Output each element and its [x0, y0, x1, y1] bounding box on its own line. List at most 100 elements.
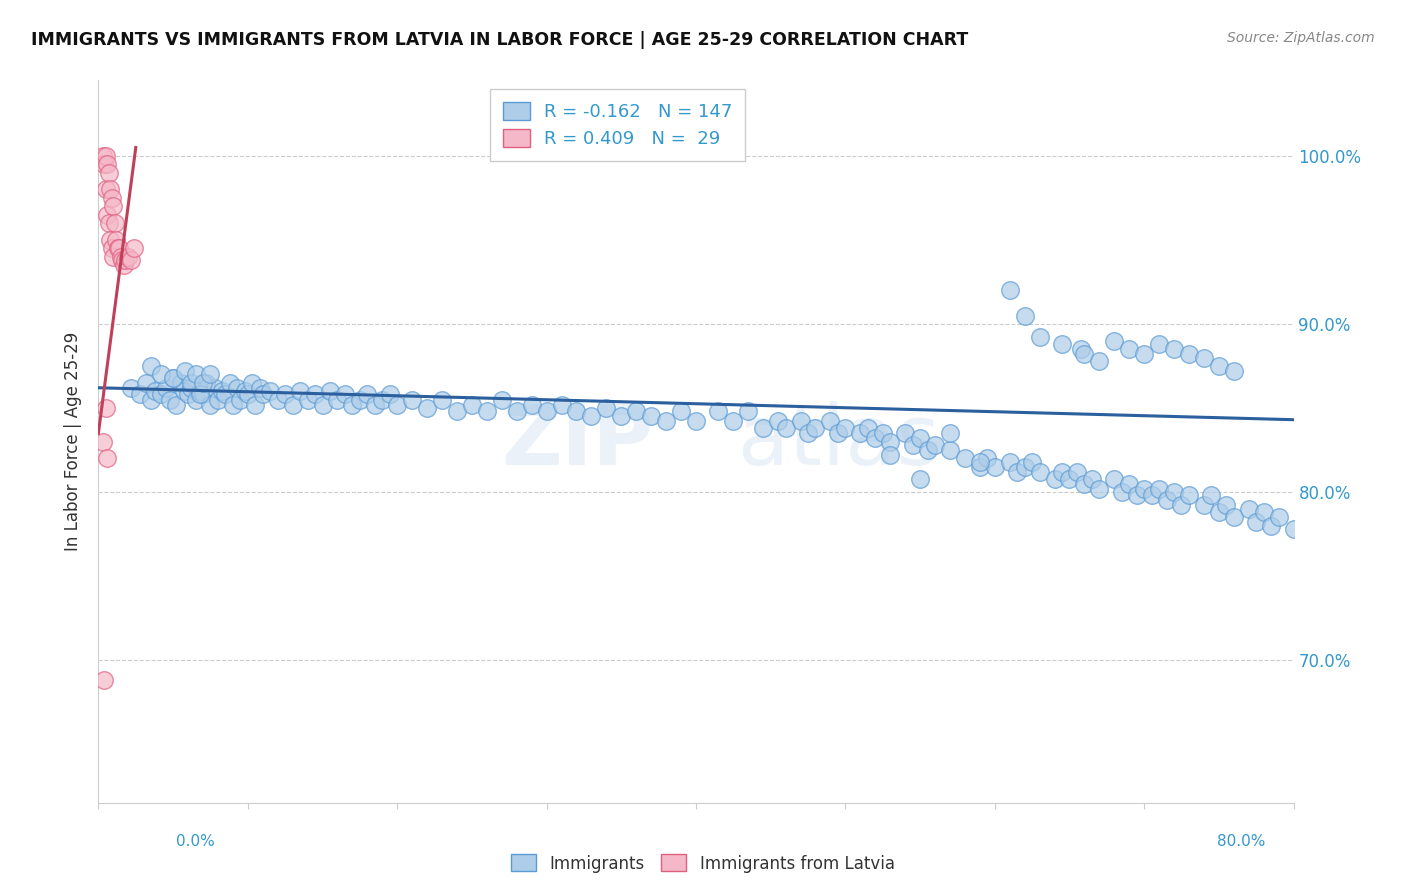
Point	[1223, 510, 1246, 524]
Point	[236, 387, 259, 401]
Point	[245, 398, 267, 412]
Point	[998, 455, 1021, 469]
Point	[91, 434, 114, 449]
Point	[326, 392, 349, 407]
Point	[191, 376, 214, 390]
Point	[226, 381, 249, 395]
Point	[976, 451, 998, 466]
Point	[159, 392, 181, 407]
Point	[1357, 522, 1379, 536]
Point	[114, 253, 136, 268]
Point	[1260, 518, 1282, 533]
Point	[98, 182, 122, 196]
Point	[1170, 499, 1192, 513]
Point	[117, 250, 139, 264]
Point	[200, 368, 222, 382]
Point	[1118, 342, 1140, 356]
Point	[150, 368, 173, 382]
Point	[865, 431, 887, 445]
Text: Source: ZipAtlas.com: Source: ZipAtlas.com	[1227, 31, 1375, 45]
Point	[879, 434, 901, 449]
Point	[565, 404, 588, 418]
Point	[177, 387, 200, 401]
Point	[1014, 309, 1036, 323]
Point	[1125, 488, 1147, 502]
Point	[917, 442, 939, 457]
Point	[1043, 471, 1066, 485]
Point	[378, 387, 401, 401]
Point	[281, 398, 304, 412]
Point	[416, 401, 439, 415]
Point	[1163, 485, 1185, 500]
Text: ZIP: ZIP	[502, 401, 654, 482]
Point	[1215, 499, 1237, 513]
Point	[97, 216, 120, 230]
Point	[1070, 342, 1092, 356]
Point	[834, 421, 856, 435]
Point	[520, 398, 543, 412]
Point	[93, 673, 115, 687]
Point	[110, 250, 132, 264]
Point	[1208, 505, 1230, 519]
Point	[1147, 482, 1170, 496]
Point	[1192, 499, 1215, 513]
Point	[998, 283, 1021, 297]
Point	[669, 404, 692, 418]
Point	[707, 404, 730, 418]
Point	[98, 233, 122, 247]
Point	[1402, 539, 1406, 553]
Text: IMMIGRANTS VS IMMIGRANTS FROM LATVIA IN LABOR FORCE | AGE 25-29 CORRELATION CHAR: IMMIGRANTS VS IMMIGRANTS FROM LATVIA IN …	[31, 31, 969, 49]
Point	[939, 442, 962, 457]
Point	[104, 216, 127, 230]
Point	[461, 398, 484, 412]
Point	[249, 381, 271, 395]
Point	[174, 364, 197, 378]
Point	[120, 253, 142, 268]
Point	[94, 401, 117, 415]
Point	[1088, 354, 1111, 368]
Point	[536, 404, 558, 418]
Point	[1147, 337, 1170, 351]
Point	[143, 384, 166, 398]
Point	[1140, 488, 1163, 502]
Point	[1111, 485, 1133, 500]
Point	[1163, 342, 1185, 356]
Point	[849, 426, 872, 441]
Point	[1237, 501, 1260, 516]
Point	[804, 421, 827, 435]
Point	[1253, 505, 1275, 519]
Legend: R = -0.162   N = 147, R = 0.409   N =  29: R = -0.162 N = 147, R = 0.409 N = 29	[489, 89, 745, 161]
Point	[953, 451, 976, 466]
Point	[655, 414, 678, 428]
Point	[155, 381, 177, 395]
Point	[1104, 334, 1126, 348]
Point	[1133, 347, 1156, 361]
Point	[150, 387, 173, 401]
Point	[626, 404, 648, 418]
Point	[267, 392, 290, 407]
Point	[214, 387, 236, 401]
Point	[446, 404, 468, 418]
Point	[640, 409, 662, 424]
Point	[211, 384, 233, 398]
Point	[200, 398, 222, 412]
Point	[1028, 330, 1050, 344]
Point	[111, 253, 134, 268]
Point	[1201, 488, 1223, 502]
Point	[207, 392, 229, 407]
Point	[766, 414, 789, 428]
Point	[737, 404, 759, 418]
Point	[103, 199, 125, 213]
Point	[96, 208, 118, 222]
Point	[195, 376, 218, 390]
Point	[752, 421, 775, 435]
Point	[342, 398, 364, 412]
Point	[475, 404, 498, 418]
Point	[188, 387, 211, 401]
Point	[107, 241, 129, 255]
Point	[93, 157, 115, 171]
Point	[984, 459, 1007, 474]
Point	[1298, 515, 1320, 529]
Point	[924, 438, 946, 452]
Point	[274, 387, 297, 401]
